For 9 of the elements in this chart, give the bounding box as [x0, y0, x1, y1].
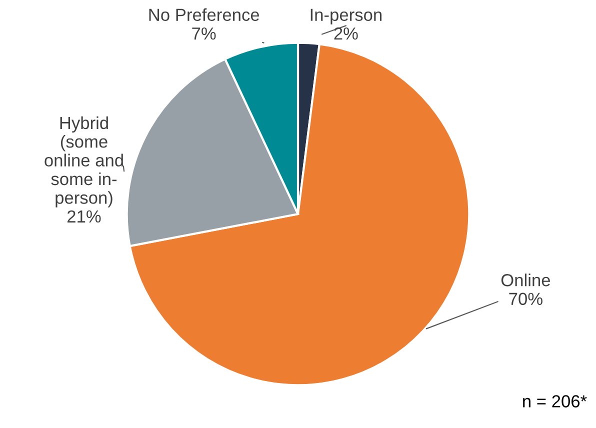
data-label: 70%: [509, 292, 542, 306]
slice-label: Online: [501, 274, 550, 286]
slice-label: No Preference: [149, 8, 260, 21]
slice-label: In-person: [310, 8, 382, 24]
slice-label: Hybrid (some online and some in- person): [44, 116, 123, 208]
data-label: 7%: [192, 27, 216, 40]
data-label: 2%: [334, 27, 358, 40]
text: n = 206*: [523, 395, 587, 408]
data-label: 21%: [68, 210, 101, 223]
